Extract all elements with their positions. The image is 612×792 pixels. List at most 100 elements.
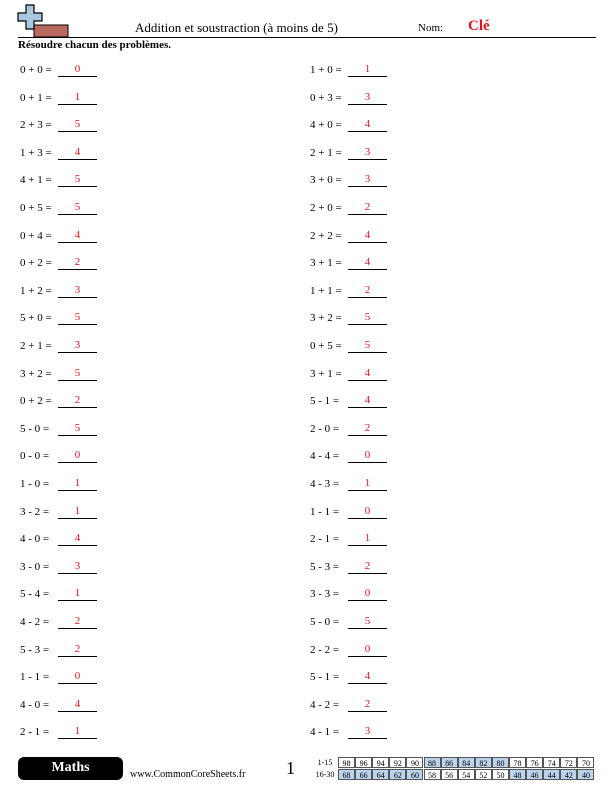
problem-answer: 1 <box>58 505 97 519</box>
score-cell: 42 <box>560 769 578 780</box>
title: Addition et soustraction (à moins de 5) <box>135 20 338 35</box>
problem-question: 3 - 3 = <box>310 588 340 601</box>
problem-question: 0 + 5 = <box>20 202 52 214</box>
problem-answer: 2 <box>58 256 97 271</box>
problem-question: 2 - 1 = <box>20 726 50 739</box>
score-range: 1-15 <box>317 758 333 767</box>
problem-question: 0 + 5 = <box>310 340 342 352</box>
problem-answer: 2 <box>58 643 97 657</box>
problem-question: 4 - 3 = <box>310 478 340 490</box>
problem-question: 0 + 1 = <box>20 91 52 104</box>
problem-answer: 3 <box>348 91 387 105</box>
problem-question: 3 + 1 = <box>310 367 342 380</box>
problem-answer: 2 <box>348 201 387 215</box>
problem-question: 2 - 2 = <box>310 643 340 656</box>
problem-answer: 0 <box>348 643 387 657</box>
problem-answer: 3 <box>348 146 387 160</box>
problem-question: 1 - 1 = <box>20 671 50 684</box>
problem-question: 0 + 4 = <box>20 229 52 242</box>
score-cell: 70 <box>577 757 595 768</box>
score-cell: 94 <box>372 757 390 768</box>
problem-answer: 5 <box>58 422 97 436</box>
problem-answer: 5 <box>58 201 97 215</box>
problem-answer: 2 <box>348 698 387 712</box>
score-cell: 86 <box>440 757 458 768</box>
problem-question: 1 - 1 = <box>310 505 340 518</box>
problem-question: 4 - 2 = <box>20 616 50 628</box>
problem-question: 5 - 0 = <box>310 616 340 628</box>
problem-question: 4 + 0 = <box>310 119 342 132</box>
problem-answer: 4 <box>348 367 387 381</box>
problem-answer: 1 <box>58 91 97 105</box>
problem-answer: 5 <box>348 339 387 353</box>
problem-answer: 4 <box>58 229 97 243</box>
problem-question: 2 + 1 = <box>310 146 342 159</box>
website: www.CommonCoreSheets.fr <box>130 769 246 780</box>
score-cell: 46 <box>526 769 544 780</box>
score-cell: 90 <box>406 757 424 768</box>
score-cell: 66 <box>355 769 373 780</box>
problem-answer: 0 <box>348 505 387 519</box>
problem-answer: 0 <box>58 670 97 685</box>
problem-question: 3 + 1 = <box>310 257 342 270</box>
problem-answer: 4 <box>58 698 97 712</box>
problem-question: 0 - 0 = <box>20 450 50 463</box>
problem-answer: 0 <box>58 449 97 464</box>
problem-question: 5 - 3 = <box>20 643 50 656</box>
problem-question: 4 - 1 = <box>310 726 340 739</box>
problem-question: 5 + 0 = <box>20 312 52 325</box>
score-cell: 64 <box>372 769 390 780</box>
problem-question: 1 - 0 = <box>20 478 50 490</box>
problem-question: 0 + 3 = <box>310 91 342 104</box>
problem-answer: 5 <box>58 311 97 326</box>
problem-question: 3 - 0 = <box>20 560 50 573</box>
problem-answer: 3 <box>348 173 387 188</box>
problem-answer: 2 <box>348 560 387 574</box>
problem-question: 2 + 0 = <box>310 202 342 214</box>
problem-question: 3 - 2 = <box>20 505 50 518</box>
score-cell: 44 <box>543 769 561 780</box>
problem-answer: 4 <box>58 532 97 547</box>
problem-answer: 2 <box>348 284 387 298</box>
problem-question: 1 + 3 = <box>20 146 52 159</box>
subject: Maths <box>51 760 90 775</box>
problem-answer: 4 <box>348 256 387 271</box>
problem-answer: 5 <box>348 615 387 629</box>
problem-question: 0 + 0 = <box>20 64 52 76</box>
score-cell: 72 <box>560 757 578 768</box>
problem-question: 0 + 2 = <box>20 257 52 270</box>
problem-answer: 4 <box>348 229 387 243</box>
name-value: Clé <box>468 18 490 34</box>
score-cell: 80 <box>491 757 509 768</box>
score-cell: 88 <box>423 757 441 768</box>
instructions: Résoudre chacun des problèmes. <box>18 39 171 51</box>
score-range: 16-30 <box>315 770 335 779</box>
problem-question: 0 + 2 = <box>20 395 52 408</box>
problem-question: 5 - 1 = <box>310 671 340 684</box>
problem-answer: 5 <box>58 173 97 188</box>
problem-answer: 4 <box>348 118 387 133</box>
problem-question: 5 - 1 = <box>310 395 340 408</box>
problem-answer: 1 <box>348 532 387 547</box>
problem-answer: 1 <box>348 477 387 491</box>
problem-answer: 3 <box>348 725 387 740</box>
problem-question: 4 + 1 = <box>20 174 52 187</box>
score-cell: 68 <box>338 769 356 780</box>
score-cell: 92 <box>389 757 407 768</box>
problem-answer: 3 <box>58 339 97 353</box>
problem-question: 3 + 2 = <box>310 312 342 325</box>
problem-answer: 5 <box>58 367 97 381</box>
problem-answer: 0 <box>58 63 97 77</box>
problem-answer: 0 <box>348 449 387 464</box>
problem-question: 3 + 0 = <box>310 174 342 187</box>
score-cell: 50 <box>491 769 509 780</box>
problem-question: 2 + 3 = <box>20 119 52 132</box>
score-cell: 60 <box>406 769 424 780</box>
problem-answer: 3 <box>58 284 97 298</box>
score-cell: 74 <box>543 757 561 768</box>
score-cell: 76 <box>526 757 544 768</box>
problem-question: 4 - 2 = <box>310 698 340 711</box>
problem-answer: 4 <box>348 394 387 409</box>
score-cell: 96 <box>355 757 373 768</box>
